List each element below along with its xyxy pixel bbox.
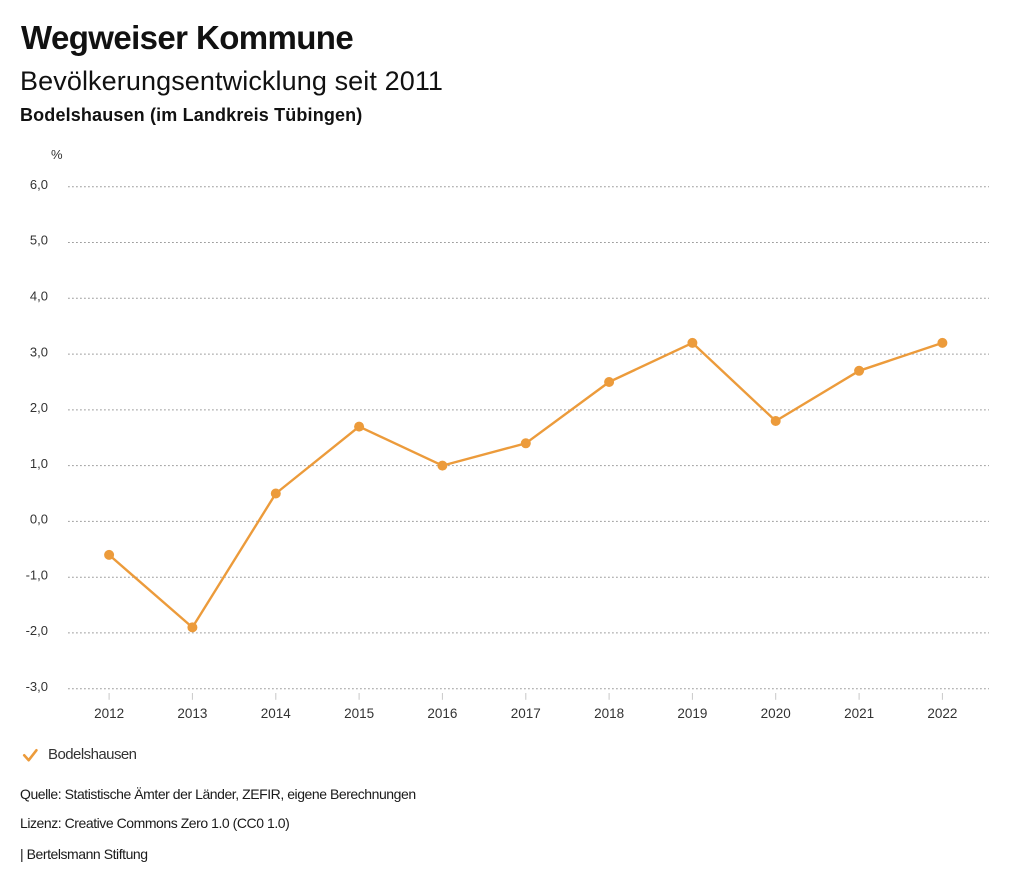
svg-text:2,0: 2,0 [30,400,48,415]
svg-text:4,0: 4,0 [30,289,48,304]
svg-text:6,0: 6,0 [30,177,48,192]
svg-text:5,0: 5,0 [30,233,48,248]
svg-text:2020: 2020 [761,706,791,721]
svg-text:2021: 2021 [844,706,874,721]
svg-text:2017: 2017 [511,706,541,721]
svg-text:-3,0: -3,0 [26,679,48,694]
svg-text:2014: 2014 [261,706,292,721]
svg-text:-1,0: -1,0 [26,567,48,582]
svg-text:3,0: 3,0 [30,344,48,359]
svg-text:-2,0: -2,0 [26,623,48,638]
svg-text:2022: 2022 [927,706,957,721]
svg-text:1,0: 1,0 [30,456,48,471]
svg-text:2012: 2012 [94,706,124,721]
svg-text:2018: 2018 [594,706,624,721]
svg-text:2019: 2019 [677,706,707,721]
svg-text:2015: 2015 [344,706,374,721]
svg-text:2013: 2013 [177,706,207,721]
svg-text:0,0: 0,0 [30,512,48,527]
svg-text:2016: 2016 [427,706,457,721]
